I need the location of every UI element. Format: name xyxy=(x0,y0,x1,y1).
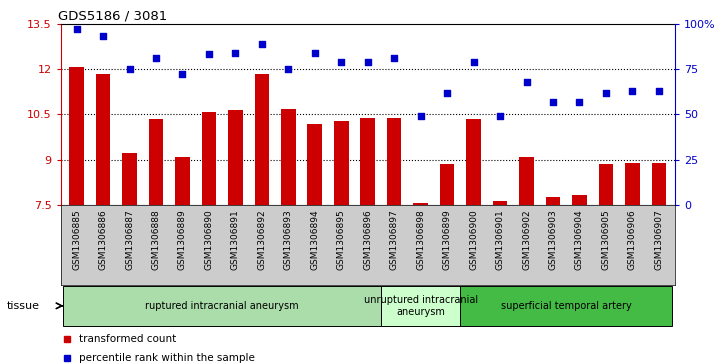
Point xyxy=(574,99,585,105)
Point xyxy=(97,33,109,39)
Point xyxy=(309,50,321,56)
Text: GSM1306891: GSM1306891 xyxy=(231,209,240,270)
Bar xyxy=(440,164,454,205)
Text: GSM1306899: GSM1306899 xyxy=(443,209,452,270)
Bar xyxy=(625,163,640,205)
Bar xyxy=(598,164,613,205)
Point xyxy=(415,113,426,119)
Bar xyxy=(96,74,111,205)
Bar xyxy=(387,118,401,205)
Text: transformed count: transformed count xyxy=(79,334,176,344)
Bar xyxy=(122,153,137,205)
Bar xyxy=(255,74,269,205)
Point xyxy=(627,88,638,94)
Text: GSM1306893: GSM1306893 xyxy=(283,209,293,270)
Point xyxy=(441,90,453,95)
Point xyxy=(362,59,373,65)
Text: GSM1306907: GSM1306907 xyxy=(654,209,663,270)
Point xyxy=(600,90,612,95)
Bar xyxy=(334,121,348,205)
Bar xyxy=(69,67,84,205)
Point xyxy=(283,66,294,72)
Point xyxy=(230,50,241,56)
Text: GSM1306901: GSM1306901 xyxy=(496,209,505,270)
Bar xyxy=(308,124,322,205)
Bar xyxy=(228,110,243,205)
Bar xyxy=(466,119,481,205)
Point xyxy=(521,79,532,85)
Bar xyxy=(652,163,666,205)
Text: GSM1306898: GSM1306898 xyxy=(416,209,425,270)
Text: percentile rank within the sample: percentile rank within the sample xyxy=(79,352,255,363)
Point xyxy=(653,88,665,94)
Text: GSM1306904: GSM1306904 xyxy=(575,209,584,270)
Point xyxy=(468,59,479,65)
Text: GDS5186 / 3081: GDS5186 / 3081 xyxy=(58,9,167,23)
Point xyxy=(256,41,268,46)
Text: GSM1306887: GSM1306887 xyxy=(125,209,134,270)
Point xyxy=(124,66,135,72)
Text: GSM1306892: GSM1306892 xyxy=(257,209,266,270)
Bar xyxy=(545,197,560,205)
Point xyxy=(494,113,506,119)
Text: GSM1306902: GSM1306902 xyxy=(522,209,531,270)
Text: GSM1306895: GSM1306895 xyxy=(337,209,346,270)
Text: GSM1306889: GSM1306889 xyxy=(178,209,187,270)
Text: GSM1306905: GSM1306905 xyxy=(601,209,610,270)
Text: GSM1306886: GSM1306886 xyxy=(99,209,108,270)
Point xyxy=(336,59,347,65)
Text: superficial temporal artery: superficial temporal artery xyxy=(501,301,632,311)
Text: GSM1306897: GSM1306897 xyxy=(390,209,398,270)
Text: GSM1306900: GSM1306900 xyxy=(469,209,478,270)
Bar xyxy=(519,157,534,205)
Point xyxy=(177,72,188,77)
Text: ruptured intracranial aneurysm: ruptured intracranial aneurysm xyxy=(146,301,299,311)
Text: GSM1306903: GSM1306903 xyxy=(548,209,558,270)
Point xyxy=(71,26,82,32)
Bar xyxy=(413,203,428,205)
Bar xyxy=(281,109,296,205)
Text: GSM1306885: GSM1306885 xyxy=(72,209,81,270)
Text: GSM1306906: GSM1306906 xyxy=(628,209,637,270)
Text: GSM1306896: GSM1306896 xyxy=(363,209,372,270)
Point xyxy=(388,55,400,61)
Bar xyxy=(149,119,164,205)
Text: GSM1306890: GSM1306890 xyxy=(204,209,213,270)
Point xyxy=(203,52,215,57)
Bar xyxy=(64,286,381,326)
Bar xyxy=(461,286,672,326)
Point xyxy=(150,55,161,61)
Text: unruptured intracranial
aneurysm: unruptured intracranial aneurysm xyxy=(363,295,478,317)
Bar xyxy=(572,195,587,205)
Text: GSM1306894: GSM1306894 xyxy=(311,209,319,270)
Point xyxy=(547,99,558,105)
Bar xyxy=(381,286,461,326)
Text: GSM1306888: GSM1306888 xyxy=(151,209,161,270)
Bar xyxy=(175,157,190,205)
Bar xyxy=(361,118,375,205)
Bar xyxy=(493,201,508,205)
Text: tissue: tissue xyxy=(7,301,40,311)
Bar xyxy=(201,112,216,205)
